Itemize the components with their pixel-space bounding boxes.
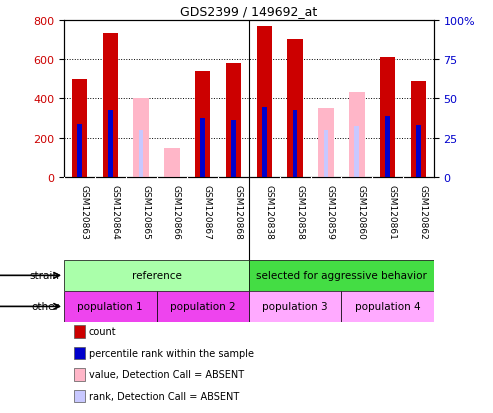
Bar xyxy=(139,131,143,178)
Text: GSM120865: GSM120865 xyxy=(141,184,150,239)
Text: GSM120866: GSM120866 xyxy=(172,184,181,239)
Text: percentile rank within the sample: percentile rank within the sample xyxy=(89,348,254,358)
Bar xyxy=(108,111,112,178)
Bar xyxy=(201,119,205,178)
Text: population 1: population 1 xyxy=(77,301,143,312)
Text: GSM120858: GSM120858 xyxy=(295,184,304,239)
Bar xyxy=(249,260,434,291)
Bar xyxy=(72,79,87,178)
Text: GSM120862: GSM120862 xyxy=(419,184,427,239)
Bar xyxy=(77,125,82,178)
Bar xyxy=(293,111,297,178)
Bar xyxy=(354,126,359,178)
Bar xyxy=(226,64,241,178)
Text: GSM120864: GSM120864 xyxy=(110,184,119,239)
Bar xyxy=(324,131,328,178)
Bar xyxy=(257,26,272,178)
Bar xyxy=(157,291,249,322)
Bar xyxy=(134,99,149,178)
Text: GSM120867: GSM120867 xyxy=(203,184,212,239)
Bar xyxy=(411,81,426,178)
Bar xyxy=(103,34,118,178)
Text: population 4: population 4 xyxy=(355,301,421,312)
Bar xyxy=(318,109,334,178)
Text: population 3: population 3 xyxy=(262,301,328,312)
Text: rank, Detection Call = ABSENT: rank, Detection Call = ABSENT xyxy=(89,391,239,401)
Bar xyxy=(386,117,390,178)
Text: GSM120859: GSM120859 xyxy=(326,184,335,239)
Bar xyxy=(249,291,341,322)
Text: GSM120860: GSM120860 xyxy=(357,184,366,239)
Text: other: other xyxy=(31,301,59,312)
Bar xyxy=(195,72,211,178)
Text: GSM120838: GSM120838 xyxy=(264,184,274,239)
Bar xyxy=(341,291,434,322)
Bar xyxy=(349,93,364,178)
Text: reference: reference xyxy=(132,271,181,281)
Bar xyxy=(262,108,267,178)
Bar xyxy=(287,40,303,178)
Bar xyxy=(64,260,249,291)
Text: selected for aggressive behavior: selected for aggressive behavior xyxy=(256,271,427,281)
Text: strain: strain xyxy=(29,271,59,281)
Bar xyxy=(231,121,236,178)
Title: GDS2399 / 149692_at: GDS2399 / 149692_at xyxy=(180,5,317,18)
Bar xyxy=(416,126,421,178)
Text: GSM120861: GSM120861 xyxy=(387,184,397,239)
Bar xyxy=(64,291,157,322)
Text: count: count xyxy=(89,327,116,337)
Bar xyxy=(164,148,179,178)
Text: value, Detection Call = ABSENT: value, Detection Call = ABSENT xyxy=(89,370,244,380)
Text: GSM120863: GSM120863 xyxy=(79,184,89,239)
Text: population 2: population 2 xyxy=(170,301,236,312)
Text: GSM120868: GSM120868 xyxy=(234,184,243,239)
Bar xyxy=(380,58,395,178)
